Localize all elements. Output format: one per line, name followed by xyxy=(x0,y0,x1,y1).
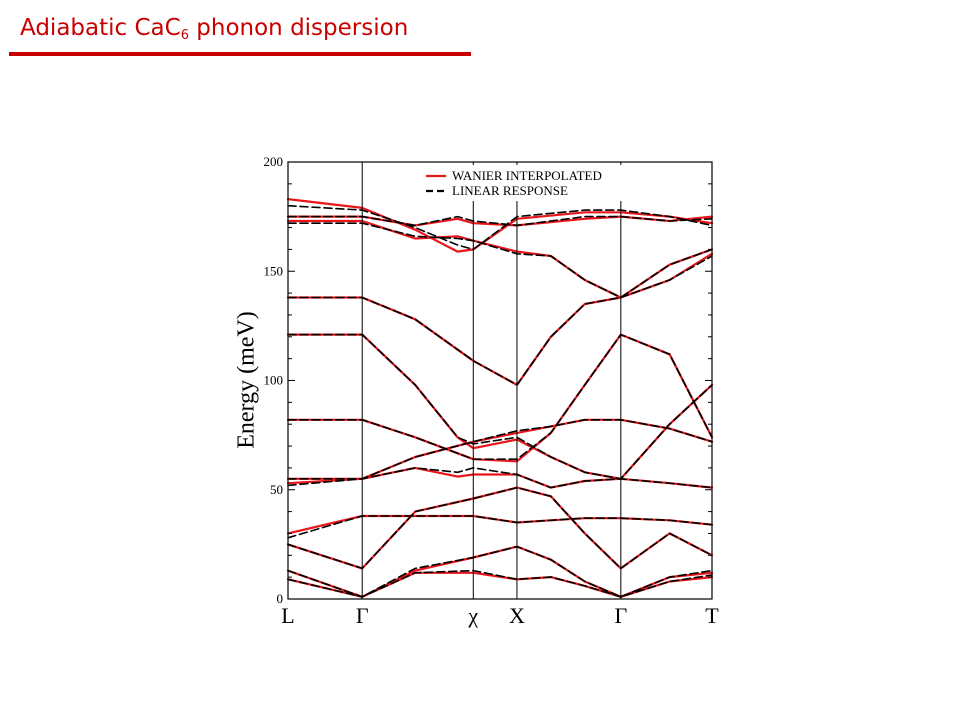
series-linear-response xyxy=(287,204,713,598)
dispersion-branch xyxy=(287,215,713,227)
plot-layer xyxy=(286,198,714,598)
dispersion-branch xyxy=(287,204,713,251)
dispersion-branch xyxy=(287,333,713,480)
y-tick-label: 100 xyxy=(264,373,284,388)
slide-title: Adiabatic CaC6 phonon dispersion xyxy=(20,15,408,43)
y-tick-label: 50 xyxy=(270,482,283,497)
kpoint-label: Γ xyxy=(356,603,369,628)
legend-background xyxy=(421,165,705,201)
kpoint-label: X xyxy=(509,603,525,628)
dispersion-branch xyxy=(287,569,713,598)
kpoint-label: χ xyxy=(467,603,478,628)
series-wannier-interpolated xyxy=(286,198,714,598)
plot-frame xyxy=(287,161,713,600)
kpoint-label: Γ xyxy=(614,603,627,628)
legend-label-wannier: WANIER INTERPOLATED xyxy=(452,168,602,183)
dispersion-branch xyxy=(287,248,713,386)
title-underline xyxy=(9,52,471,56)
dispersion-branch xyxy=(287,486,713,570)
dispersion-branch xyxy=(286,333,714,480)
kpoint-label: T xyxy=(705,603,719,628)
dispersion-branch xyxy=(287,419,713,480)
dispersion-branch xyxy=(287,333,713,460)
dispersion-branch xyxy=(286,248,714,386)
y-tick-label: 200 xyxy=(264,154,284,169)
dispersion-branch xyxy=(287,222,713,299)
y-tick-label: 150 xyxy=(264,263,284,278)
slide-title-main: Adiabatic CaC xyxy=(20,15,181,41)
y-axis-label: Energy (meV) xyxy=(234,311,260,449)
dispersion-branch xyxy=(286,219,714,299)
legend-label-linear: LINEAR RESPONSE xyxy=(452,183,568,198)
slide-title-subscript: 6 xyxy=(180,28,189,43)
dispersion-branch xyxy=(287,545,713,598)
kpoint-label: L xyxy=(281,603,294,628)
slide-title-rest: phonon dispersion xyxy=(188,15,409,41)
legend: WANIER INTERPOLATED LINEAR RESPONSE xyxy=(421,165,705,201)
y-tick-label: 0 xyxy=(277,591,284,606)
dispersion-branch xyxy=(286,486,714,570)
dispersion-branch xyxy=(287,515,713,539)
